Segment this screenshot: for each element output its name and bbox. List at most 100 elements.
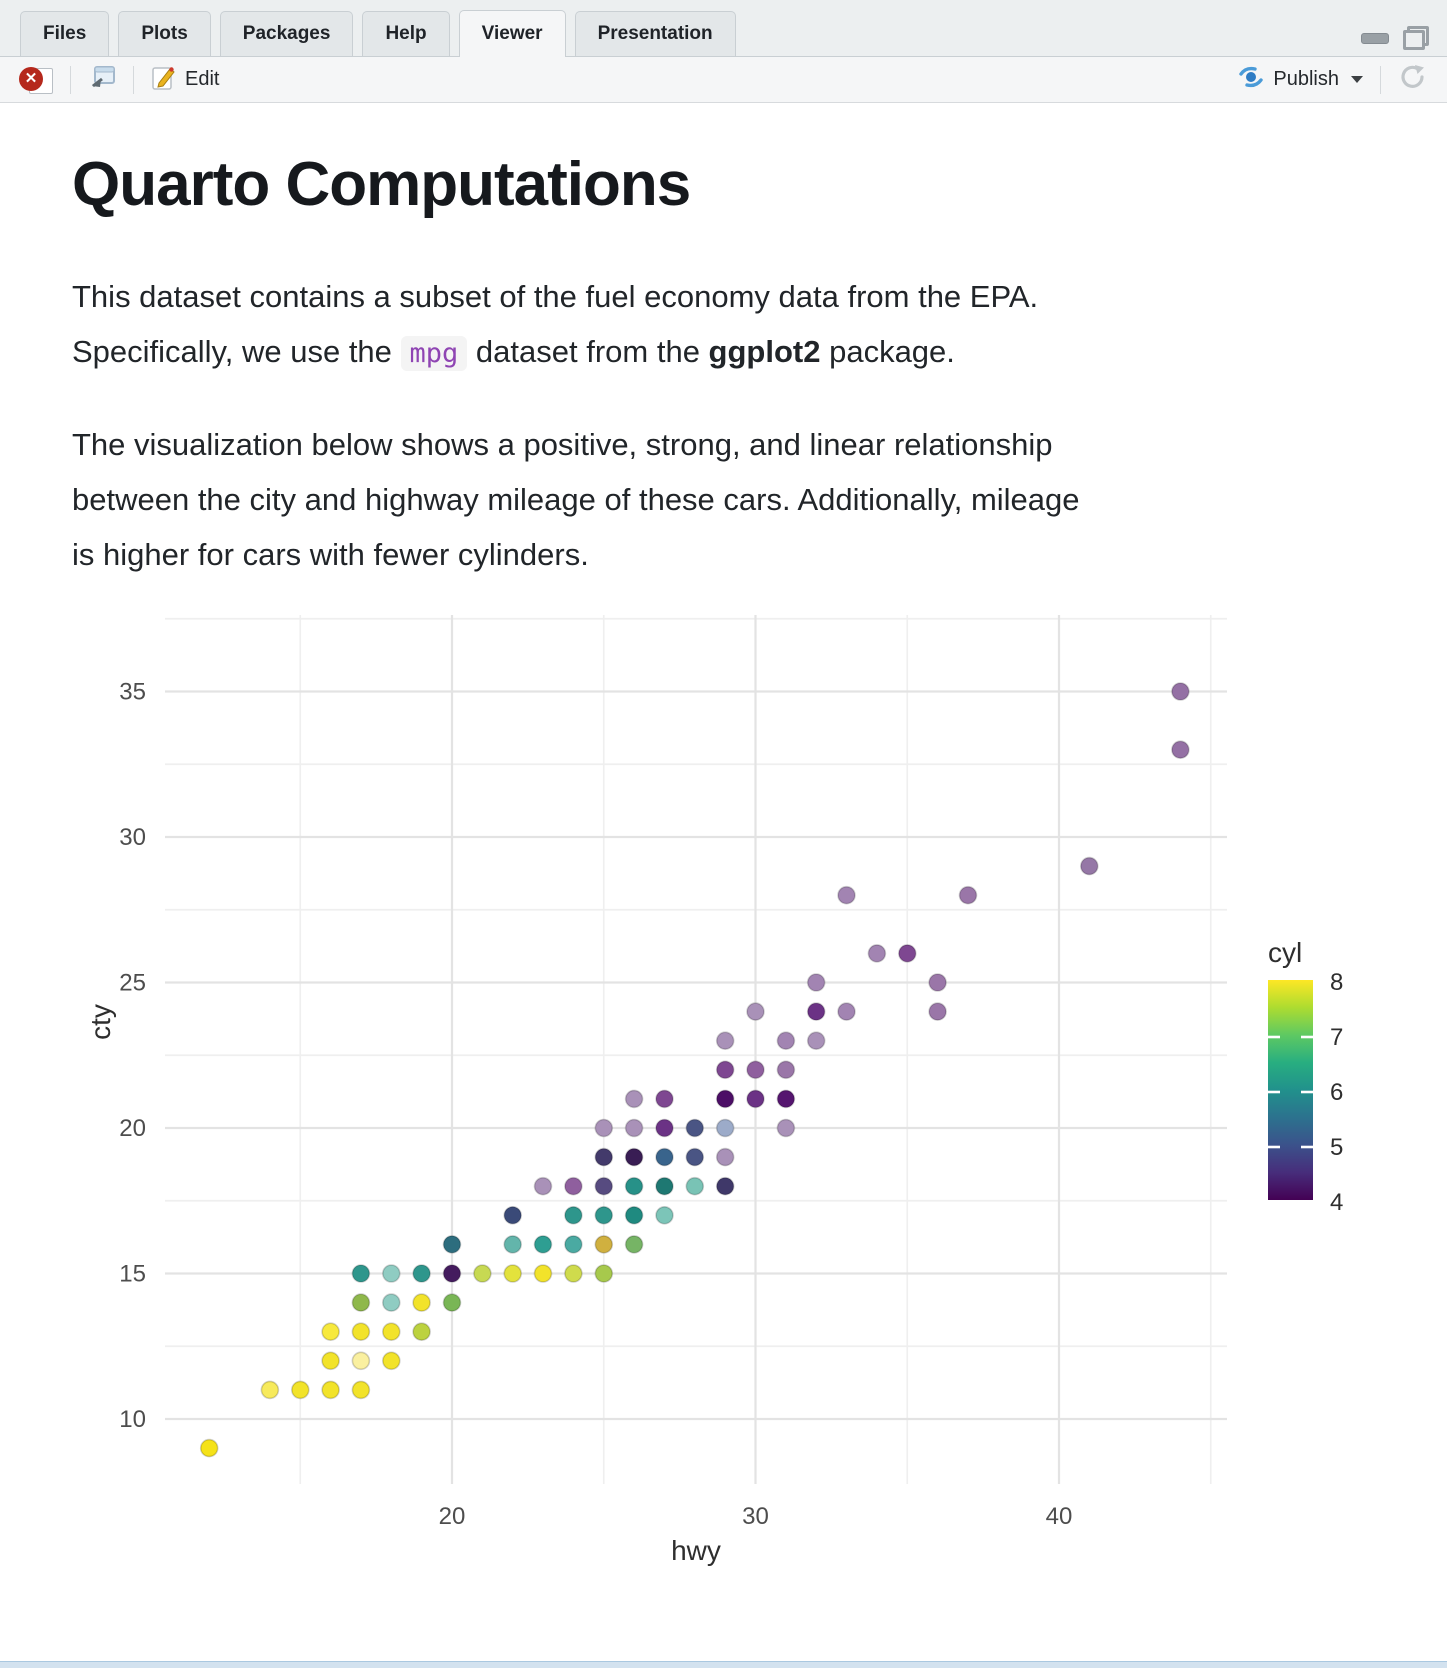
stop-button[interactable]: ✕ — [14, 63, 58, 97]
data-point — [594, 1206, 614, 1226]
refresh-button[interactable] — [1393, 60, 1433, 99]
data-point — [655, 1206, 674, 1226]
data-point — [381, 1351, 401, 1371]
data-point — [685, 1148, 705, 1167]
edit-button[interactable]: Edit — [146, 61, 224, 98]
y-tick-label: 30 — [119, 824, 146, 851]
data-point — [260, 1381, 280, 1400]
data-point — [503, 1235, 523, 1255]
paragraph-intro: This dataset contains a subset of the fu… — [72, 269, 1367, 381]
data-point — [351, 1293, 371, 1313]
y-tick-label: 25 — [119, 970, 146, 997]
data-point — [715, 1031, 735, 1051]
pencil-icon — [151, 64, 177, 95]
data-point — [624, 1119, 644, 1138]
data-point — [321, 1322, 340, 1342]
data-point — [533, 1264, 553, 1284]
data-point — [381, 1264, 401, 1284]
chevron-down-icon — [1351, 76, 1363, 83]
data-point — [594, 1235, 614, 1255]
maximize-pane-icon[interactable] — [1403, 26, 1429, 50]
data-point — [1171, 740, 1190, 760]
data-point — [564, 1206, 583, 1226]
paragraph-line: between the city and highway mileage of … — [72, 482, 1080, 518]
open-in-new-window-icon — [88, 64, 116, 95]
data-point — [321, 1351, 340, 1371]
legend-break-label: 4 — [1330, 1189, 1343, 1216]
y-tick-label: 15 — [119, 1261, 146, 1288]
pane-tabbar: Files Plots Packages Help Viewer Present… — [0, 0, 1447, 57]
tab-label: Help — [385, 23, 427, 44]
text-run: package. — [820, 334, 955, 370]
tab-plots[interactable]: Plots — [118, 11, 211, 56]
maximize-front-square — [1403, 30, 1425, 50]
tab-packages[interactable]: Packages — [219, 11, 354, 56]
publish-icon — [1237, 65, 1265, 94]
data-point — [624, 1206, 644, 1226]
open-in-new-window-button[interactable] — [83, 61, 121, 98]
data-point — [381, 1293, 401, 1313]
data-point — [837, 1002, 856, 1022]
y-tick-label: 35 — [119, 679, 146, 706]
data-point — [655, 1119, 674, 1138]
toolbar-separator — [1380, 65, 1381, 94]
viewer-toolbar: ✕ Edit — [0, 57, 1447, 103]
data-point — [412, 1264, 431, 1284]
data-point — [624, 1235, 644, 1255]
data-point — [715, 1148, 735, 1167]
stop-icon-badge: ✕ — [19, 66, 43, 91]
data-point — [624, 1148, 644, 1167]
data-point — [624, 1177, 644, 1196]
legend-break-label: 6 — [1330, 1079, 1343, 1106]
minimize-pane-icon[interactable] — [1361, 32, 1389, 44]
data-point — [381, 1322, 401, 1342]
text-run: Specifically, we use the — [72, 334, 401, 370]
data-point — [897, 944, 917, 964]
publish-label: Publish — [1273, 68, 1339, 90]
data-point — [351, 1264, 371, 1284]
data-point — [442, 1293, 462, 1313]
data-point — [199, 1439, 219, 1458]
pane-bottom-edge — [0, 1661, 1447, 1668]
data-point — [928, 1002, 947, 1022]
data-point — [594, 1177, 614, 1196]
data-point — [412, 1322, 431, 1342]
x-tick-label: 30 — [742, 1503, 769, 1530]
paragraph-line: is higher for cars with fewer cylinders. — [72, 537, 589, 573]
data-point — [624, 1090, 644, 1109]
data-point — [533, 1177, 553, 1196]
tab-help[interactable]: Help — [362, 11, 450, 56]
data-point — [594, 1264, 614, 1284]
paragraph-line: Specifically, we use the mpg dataset fro… — [72, 324, 1367, 381]
data-point — [351, 1351, 371, 1371]
data-point — [746, 1090, 765, 1109]
data-point — [442, 1264, 462, 1284]
data-point — [837, 886, 856, 905]
data-point — [715, 1177, 735, 1196]
window-controls — [1361, 26, 1429, 50]
tab-files[interactable]: Files — [20, 11, 110, 56]
y-tick-label: 20 — [119, 1115, 146, 1142]
tab-presentation[interactable]: Presentation — [574, 11, 736, 56]
inline-code-mpg: mpg — [400, 336, 468, 372]
tab-label: Viewer — [481, 23, 543, 44]
data-point — [655, 1148, 674, 1167]
data-point — [655, 1177, 674, 1196]
data-point — [776, 1031, 796, 1051]
publish-button[interactable]: Publish — [1232, 62, 1368, 97]
toolbar-separator — [133, 65, 134, 94]
data-point — [776, 1090, 796, 1109]
data-point — [776, 1060, 796, 1080]
data-point — [715, 1090, 735, 1109]
data-point — [473, 1264, 492, 1284]
data-point — [746, 1060, 765, 1080]
tab-viewer[interactable]: Viewer — [458, 10, 566, 57]
data-point — [685, 1119, 705, 1138]
edit-label: Edit — [185, 68, 220, 90]
data-point — [594, 1148, 614, 1167]
data-point — [655, 1090, 674, 1109]
data-point — [290, 1381, 310, 1400]
refresh-icon — [1398, 63, 1428, 96]
data-point — [715, 1119, 735, 1138]
data-point — [533, 1235, 553, 1255]
